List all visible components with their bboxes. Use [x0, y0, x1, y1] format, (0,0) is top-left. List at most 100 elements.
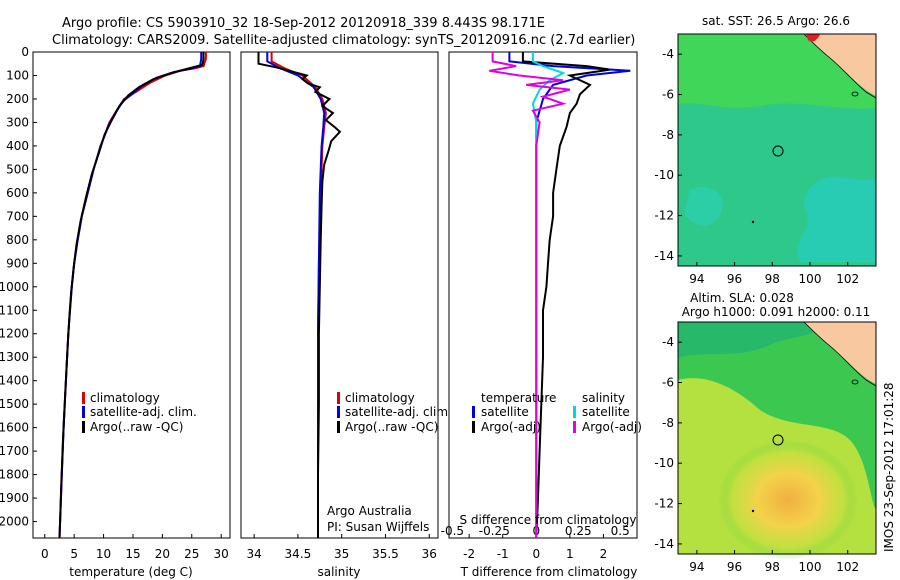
- sst-map-island: [851, 91, 859, 97]
- depth-tick-label: 300: [6, 115, 29, 129]
- legend-label-t-satellite: satellite: [481, 405, 529, 419]
- map-y-tick-label: -10: [654, 168, 674, 182]
- map-y-tick-label: -8: [662, 416, 674, 430]
- legend-swatch-satellite-adj: [82, 406, 85, 418]
- x-tick-label: 15: [125, 547, 140, 561]
- salinity-x-ticks: 34 34.5 35 35.5 36: [246, 534, 437, 561]
- depth-tick-label: 1300: [0, 350, 29, 364]
- sla-map-warm-blob: [718, 440, 858, 560]
- x-tick-label: 35.5: [372, 547, 399, 561]
- sst-map-title: sat. SST: 26.5 Argo: 26.6: [702, 14, 850, 28]
- sla-map-coastline: [803, 321, 877, 387]
- sst-map-frame: [677, 33, 877, 267]
- legend-title-salinity: salinity: [582, 391, 625, 405]
- legend-swatch-s-satellite: [573, 406, 576, 418]
- legend-swatch-s-argo: [573, 421, 576, 433]
- sst-map-land: [804, 34, 876, 96]
- map-y-tick-label: -4: [662, 335, 674, 349]
- temperature-panel: 0 5 10 15 20 25 30 0 100 200 300 400 500 600 700 800 90…: [0, 45, 453, 579]
- salinity-panel: 34 34.5 35 35.5 36 salinity climatology sate…: [240, 51, 452, 579]
- map-x-tick-label: 100: [799, 272, 822, 286]
- map-x-tick-label: 94: [689, 272, 704, 286]
- x-tick-label: 34.5: [285, 547, 312, 561]
- map-y-tick-label: -4: [662, 47, 674, 61]
- series-line-argo-raw-qc: [58, 52, 205, 538]
- s-tick-label: 0.5: [611, 524, 630, 538]
- depth-tick-label: 1600: [0, 421, 29, 435]
- depth-tick-label: 700: [6, 209, 29, 223]
- legend-swatch-t-satellite: [472, 406, 475, 418]
- legend-label-climatology: climatology: [90, 391, 160, 405]
- series-line-t-argo-adj: [521, 52, 611, 538]
- depth-tick-label: 1100: [0, 303, 29, 317]
- difference-legend: temperature satellite Argo(-adj) salinit…: [472, 391, 642, 434]
- map-x-tick-label: 100: [799, 560, 822, 574]
- legend-label-t-argo: Argo(-adj): [481, 420, 541, 434]
- depth-tick-label: 400: [6, 139, 29, 153]
- s-tick-label: -0.25: [479, 524, 510, 538]
- depth-tick-label: 1800: [0, 468, 29, 482]
- x-tick-label: 36: [422, 547, 437, 561]
- map-x-tick-label: 102: [836, 560, 859, 574]
- depth-tick-label: 1500: [0, 397, 29, 411]
- map-x-tick-label: 98: [765, 272, 780, 286]
- map-y-tick-label: -12: [654, 209, 674, 223]
- legend-label-s-argo: Argo(-adj): [582, 420, 642, 434]
- imos-timestamp: IMOS 23-Sep-2012 17:01:28: [882, 382, 896, 552]
- x-tick-label: -2: [463, 547, 475, 561]
- x-tick-label: 34: [246, 547, 261, 561]
- legend-label-satellite-adj: satellite-adj. clim.: [90, 405, 197, 419]
- map-y-tick-label: -14: [654, 249, 674, 263]
- x-tick-label: -1: [497, 547, 509, 561]
- legend-label-argo: Argo(..raw -QC): [90, 420, 183, 434]
- salinity-xlabel: salinity: [317, 565, 360, 579]
- legend-swatch-argo: [82, 421, 85, 433]
- difference-panel: -2 -1 0 1 2-0.5 -0.25 0 0.25 0.5 S difference fr…: [441, 51, 642, 579]
- depth-tick-label: 200: [6, 92, 29, 106]
- sst-map-warm-spot: [806, 34, 820, 42]
- salinity-axes-frame: [240, 51, 439, 539]
- difference-axes-frame: [448, 51, 638, 539]
- legend-swatch-climatology: [337, 392, 340, 404]
- temperature-x-ticks: 0 5 10 15 20 25 30: [41, 534, 229, 561]
- depth-tick-label: 1900: [0, 491, 29, 505]
- depth-tick-label: 900: [6, 256, 29, 270]
- x-tick-label: 1: [566, 547, 574, 561]
- depth-axis-ticks: 0 100 200 300 400 500 600 700 800 900 1000 1100 1200…: [0, 45, 453, 529]
- depth-tick-label: 600: [6, 186, 29, 200]
- temperature-series: [58, 52, 207, 538]
- map-y-tick-label: -10: [654, 456, 674, 470]
- sla-map-small-dot: [751, 509, 755, 513]
- map-y-tick-label: -14: [654, 537, 674, 551]
- series-line-argo-raw-qc: [257, 52, 342, 538]
- depth-tick-label: 2000: [0, 515, 29, 529]
- depth-tick-label: 1000: [0, 280, 29, 294]
- legend-label-argo: Argo(..raw -QC): [345, 420, 438, 434]
- temperature-legend: climatology satellite-adj. clim. Argo(..…: [82, 391, 197, 434]
- x-tick-label: 30: [214, 547, 229, 561]
- figure-title-line2: Climatology: CARS2009. Satellite-adjuste…: [52, 33, 635, 48]
- legend-title-temperature: temperature: [481, 391, 556, 405]
- depth-tick-label: 1200: [0, 327, 29, 341]
- x-tick-label: 10: [96, 547, 111, 561]
- x-tick-label: 5: [70, 547, 78, 561]
- salinity-legend: climatology satellite-adj. clim. Argo(..…: [337, 391, 452, 434]
- sst-map-float-marker: [772, 145, 784, 157]
- legend-label-climatology: climatology: [345, 391, 415, 405]
- x-tick-label: 0: [41, 547, 49, 561]
- x-tick-label: 2: [600, 547, 608, 561]
- sla-map-frame: [677, 321, 877, 555]
- legend-swatch-t-argo: [472, 421, 475, 433]
- difference-x-ticks: -2 -1 0 1 2-0.5 -0.25 0 0.25 0.5: [441, 524, 630, 561]
- x-tick-label: 0: [532, 547, 540, 561]
- depth-tick-label: 100: [6, 68, 29, 82]
- series-line-s-argo-adj: [489, 52, 571, 538]
- sla-map-island: [851, 379, 859, 385]
- s-tick-label: -0.5: [441, 524, 464, 538]
- x-tick-label: 20: [155, 547, 170, 561]
- depth-tick-label: 800: [6, 233, 29, 247]
- map-y-tick-label: -6: [662, 376, 674, 390]
- map-x-tick-label: 96: [727, 560, 742, 574]
